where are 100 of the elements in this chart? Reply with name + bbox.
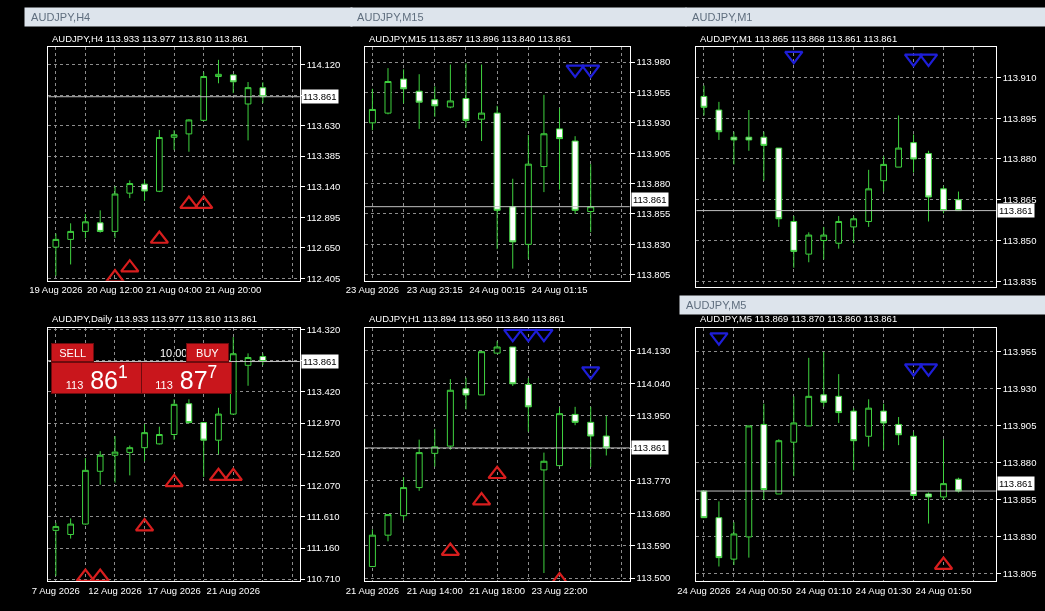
candlestick	[462, 377, 470, 410]
x-tick-label: 19 Aug 2026	[29, 284, 83, 296]
y-tick-label: 113.855	[636, 208, 671, 220]
y-tick-label: 113.850	[1002, 234, 1037, 246]
candlestick	[259, 81, 267, 104]
y-tick-label: 113.630	[306, 119, 341, 131]
chart-title: AUDJPY,M15	[351, 11, 424, 23]
candlestick	[52, 233, 60, 277]
candlestick	[126, 179, 134, 199]
candlestick	[587, 163, 595, 233]
candlestick	[67, 517, 74, 540]
candlestick	[955, 191, 962, 212]
candlestick	[215, 407, 222, 455]
candlestick	[850, 407, 858, 471]
chart-subtitle: AUDJPY,Daily 113.933 113.977 113.810 113.861	[52, 313, 258, 324]
candlestick	[835, 373, 843, 424]
y-tick-label: 113.680	[636, 507, 671, 519]
candlestick	[715, 101, 723, 141]
point	[179, 195, 199, 209]
ref-line-label: 113.861	[303, 91, 337, 102]
candlestick	[571, 406, 579, 426]
candlestick	[400, 68, 408, 104]
y-tick-label: 113.905	[636, 147, 671, 159]
candlestick	[775, 438, 783, 495]
y-tick-label: 113.805	[636, 269, 671, 281]
candlestick	[185, 118, 193, 153]
y-tick-label: 113.830	[1002, 531, 1037, 543]
chart-title: AUDJPY,H4	[25, 11, 91, 23]
ref-line-label: 113.861	[633, 442, 667, 453]
x-tick-label: 7 Aug 2026	[31, 584, 80, 596]
candlestick	[587, 406, 595, 468]
annotation: 113 86$^{1}$	[65, 362, 128, 394]
candlestick	[865, 398, 873, 448]
candlestick	[478, 350, 486, 396]
candlestick	[925, 150, 932, 222]
candlestick	[940, 438, 947, 501]
x-tick-label: 23 Aug 2026	[345, 284, 400, 296]
x-tick-label: 23 Aug 22:00	[531, 584, 588, 596]
candlestick	[910, 431, 917, 501]
y-tick-label: 113.910	[1002, 71, 1037, 83]
x-tick-label: 21 Aug 04:00	[146, 284, 203, 296]
chart-title: AUDJPY,M5	[680, 299, 747, 311]
candlestick	[895, 416, 902, 446]
candlestick	[509, 346, 517, 387]
annotation: SELL	[59, 346, 87, 359]
candlestick	[715, 500, 723, 568]
candlestick	[446, 64, 454, 109]
candlestick	[478, 64, 486, 142]
candlestick	[895, 114, 902, 168]
x-tick-label: 17 Aug 2026	[147, 584, 201, 596]
candlestick	[415, 439, 423, 492]
y-tick-label: 113.930	[1002, 383, 1037, 395]
candlestick	[790, 215, 798, 269]
candlestick	[384, 67, 392, 115]
y-tick-label: 111.160	[306, 542, 340, 554]
point	[120, 259, 140, 273]
x-tick-label: 20 Aug 12:00	[86, 284, 143, 296]
candlestick	[820, 226, 828, 261]
y-tick-label: 110.710	[306, 573, 341, 585]
candlestick	[431, 85, 439, 118]
y-tick-label: 113.835	[1002, 275, 1037, 287]
candlestick	[244, 352, 252, 387]
candlestick	[200, 421, 208, 478]
candlestick	[940, 185, 947, 214]
y-tick-label: 113.880	[1002, 153, 1037, 165]
y-tick-label: 114.120	[306, 58, 341, 70]
point	[502, 328, 523, 343]
chart-subtitle: AUDJPY,M1 113.865 113.868 113.861 113.861	[700, 33, 898, 44]
candlestick	[446, 378, 454, 451]
y-tick-label: 113.865	[1002, 194, 1037, 206]
x-tick-label: 12 Aug 2026	[88, 584, 142, 596]
y-tick-label: 111.610	[306, 511, 340, 523]
candlestick	[96, 209, 104, 234]
candlestick	[400, 476, 408, 521]
candlestick	[730, 521, 738, 566]
y-tick-label: 112.070	[306, 479, 341, 491]
candlestick	[820, 351, 828, 408]
candlestick	[155, 426, 163, 445]
x-tick-label: 24 Aug 01:50	[915, 584, 972, 596]
x-tick-label: 21 Aug 2026	[206, 584, 260, 596]
candlestick	[835, 215, 843, 250]
candlestick	[775, 147, 783, 228]
candlestick	[200, 71, 208, 122]
candlestick	[141, 179, 148, 202]
candlestick	[52, 522, 60, 577]
candlestick	[215, 59, 222, 84]
y-tick-label: 114.320	[306, 324, 341, 336]
candlestick	[556, 406, 564, 467]
y-tick-label: 113.590	[636, 539, 671, 551]
point	[487, 465, 507, 480]
candlestick	[82, 213, 89, 239]
x-tick-label: 21 Aug 18:00	[469, 584, 526, 596]
y-tick-label: 113.830	[636, 238, 671, 250]
candlestick	[185, 398, 193, 425]
candlestick	[700, 85, 708, 116]
y-tick-label: 114.130	[636, 345, 671, 357]
candlestick	[850, 215, 858, 244]
candlestick	[96, 450, 104, 486]
y-tick-label: 113.930	[636, 117, 671, 129]
candlestick	[790, 395, 798, 477]
